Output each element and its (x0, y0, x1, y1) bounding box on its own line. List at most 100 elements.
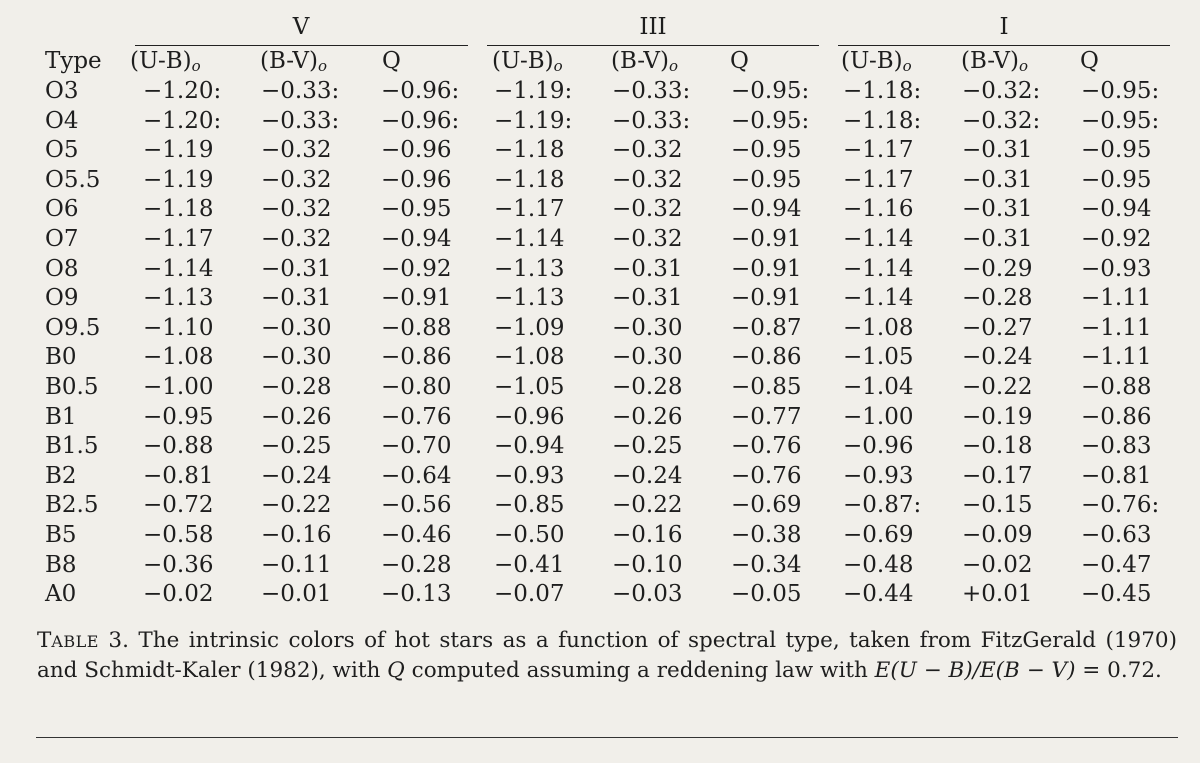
col-header-i-ub: (U-B)o (841, 48, 912, 75)
value-cell: −0.58 (143, 522, 214, 548)
value-cell: −0.41 (494, 551, 565, 578)
col-header-v-q: Q (382, 48, 401, 74)
value-cell: −1.14 (843, 255, 914, 282)
table-row: B2 −0.81 −0.24 −0.64 −0.93 −0.24 −0.76 −0.93 −0.… (0, 463, 1200, 493)
col-header-iii-ub: (U-B)o (492, 48, 563, 75)
value-cell: −1.11 (1081, 344, 1152, 371)
value-cell: −0.18 (962, 433, 1033, 460)
value-cell: −0.96 (494, 403, 565, 430)
value-cell: −1.00 (143, 374, 214, 400)
value-cell: −0.95 (731, 137, 802, 164)
value-cell: −0.25 (261, 433, 332, 460)
spectral-type-cell: B8 (45, 551, 77, 578)
value-cell: −0.86 (731, 344, 802, 371)
value-cell: −0.50 (494, 522, 565, 548)
value-cell: −0.95: (731, 107, 810, 134)
caption-q-symbol: Q (387, 658, 405, 683)
table-row: B1.5 −0.88 −0.25 −0.70 −0.94 −0.25 −0.76 −0.96 −… (0, 433, 1200, 463)
value-cell: −1.10 (143, 314, 214, 341)
table-row: O9 −1.13 −0.31 −0.91 −1.13 −0.31 −0.91 −1.14 −0.… (0, 285, 1200, 315)
value-cell: −1.08 (494, 344, 565, 371)
spectral-type-cell: O8 (45, 255, 79, 282)
value-cell: −0.32 (612, 166, 683, 193)
group-rule-v (135, 45, 468, 46)
value-cell: −1.17 (143, 226, 214, 252)
value-cell: −0.86 (381, 344, 452, 371)
group-header-v: V (292, 14, 310, 40)
spectral-type-cell: A0 (45, 581, 77, 608)
value-cell: −1.19 (143, 166, 214, 193)
value-cell: −0.88 (143, 433, 214, 460)
value-cell: −0.96: (381, 107, 460, 134)
value-cell: −0.32 (261, 226, 332, 252)
value-cell: −1.14 (843, 285, 914, 312)
value-cell: −0.32 (612, 137, 683, 164)
value-cell: −0.96 (381, 166, 452, 193)
value-cell: −0.93 (494, 462, 565, 489)
caption-label-initial: T (37, 628, 52, 653)
value-cell: −1.11 (1081, 314, 1152, 341)
table-row: B2.5 −0.72 −0.22 −0.56 −0.85 −0.22 −0.69 −0.87:… (0, 492, 1200, 522)
value-cell: −0.95: (731, 78, 810, 104)
value-cell: −0.87 (731, 314, 802, 341)
value-cell: −1.18: (843, 107, 922, 134)
table-row: O3 −1.20: −0.33: −0.96: −1.19: −0.33: −0.95: −1… (0, 78, 1200, 108)
value-cell: −0.02 (143, 581, 214, 608)
value-cell: −0.76 (731, 433, 802, 460)
col-header-i-bv: (B-V)o (961, 48, 1029, 75)
value-cell: −0.77 (731, 403, 802, 430)
value-cell: −0.16 (261, 522, 332, 548)
table-row: O4 −1.20: −0.33: −0.96: −1.19: −0.33: −0.95: −1… (0, 108, 1200, 138)
value-cell: −0.47 (1081, 551, 1152, 578)
value-cell: −1.17 (843, 137, 914, 164)
value-cell: −0.26 (261, 403, 332, 430)
table-row: B0 −1.08 −0.30 −0.86 −1.08 −0.30 −0.86 −1.05 −0.… (0, 344, 1200, 374)
group-rule-i (838, 45, 1170, 46)
value-cell: −1.20: (143, 78, 222, 104)
value-cell: −1.09 (494, 314, 565, 341)
value-cell: +0.01 (962, 581, 1033, 608)
value-cell: −0.93 (1081, 255, 1152, 282)
value-cell: −0.95 (731, 166, 802, 193)
value-cell: −1.13 (494, 285, 565, 312)
value-cell: −1.08 (843, 314, 914, 341)
value-cell: −0.45 (1081, 581, 1152, 608)
value-cell: −0.19 (962, 403, 1033, 430)
value-cell: −0.46 (381, 522, 452, 548)
value-cell: −1.14 (843, 226, 914, 252)
value-cell: −0.85 (494, 492, 565, 519)
spectral-type-cell: B0.5 (45, 374, 99, 400)
col-header-v-ub: (U-B)o (130, 48, 201, 75)
value-cell: −0.96 (843, 433, 914, 460)
value-cell: −0.95 (381, 196, 452, 223)
caption-text-1: The intrinsic colors of hot stars as a f… (37, 628, 1177, 683)
value-cell: −1.18: (843, 78, 922, 104)
value-cell: −0.44 (843, 581, 914, 608)
value-cell: −0.27 (962, 314, 1033, 341)
value-cell: −0.88 (1081, 374, 1152, 400)
value-cell: −1.17 (494, 196, 565, 223)
bottom-rule (36, 737, 1178, 738)
value-cell: −0.91 (731, 226, 802, 252)
caption-equation-tail: = 0.72. (1082, 658, 1162, 683)
type-column-header: Type (45, 48, 102, 74)
value-cell: −0.29 (962, 255, 1033, 282)
value-cell: −1.11 (1081, 285, 1152, 312)
value-cell: −0.30 (612, 344, 683, 371)
value-cell: −0.95 (1081, 137, 1152, 164)
value-cell: −0.95: (1081, 107, 1160, 134)
table-row: O7 −1.17 −0.32 −0.94 −1.14 −0.32 −0.91 −1.14 −0.… (0, 226, 1200, 256)
value-cell: −0.95 (143, 403, 214, 430)
value-cell: −1.05 (494, 374, 565, 400)
value-cell: −0.72 (143, 492, 214, 519)
value-cell: −0.56 (381, 492, 452, 519)
value-cell: −1.20: (143, 107, 222, 134)
value-cell: −0.31 (962, 196, 1033, 223)
value-cell: −0.96: (381, 78, 460, 104)
value-cell: −0.25 (612, 433, 683, 460)
value-cell: −0.93 (843, 462, 914, 489)
value-cell: −0.91 (731, 285, 802, 312)
table-caption: TABLE 3. The intrinsic colors of hot sta… (37, 626, 1177, 685)
value-cell: −0.88 (381, 314, 452, 341)
